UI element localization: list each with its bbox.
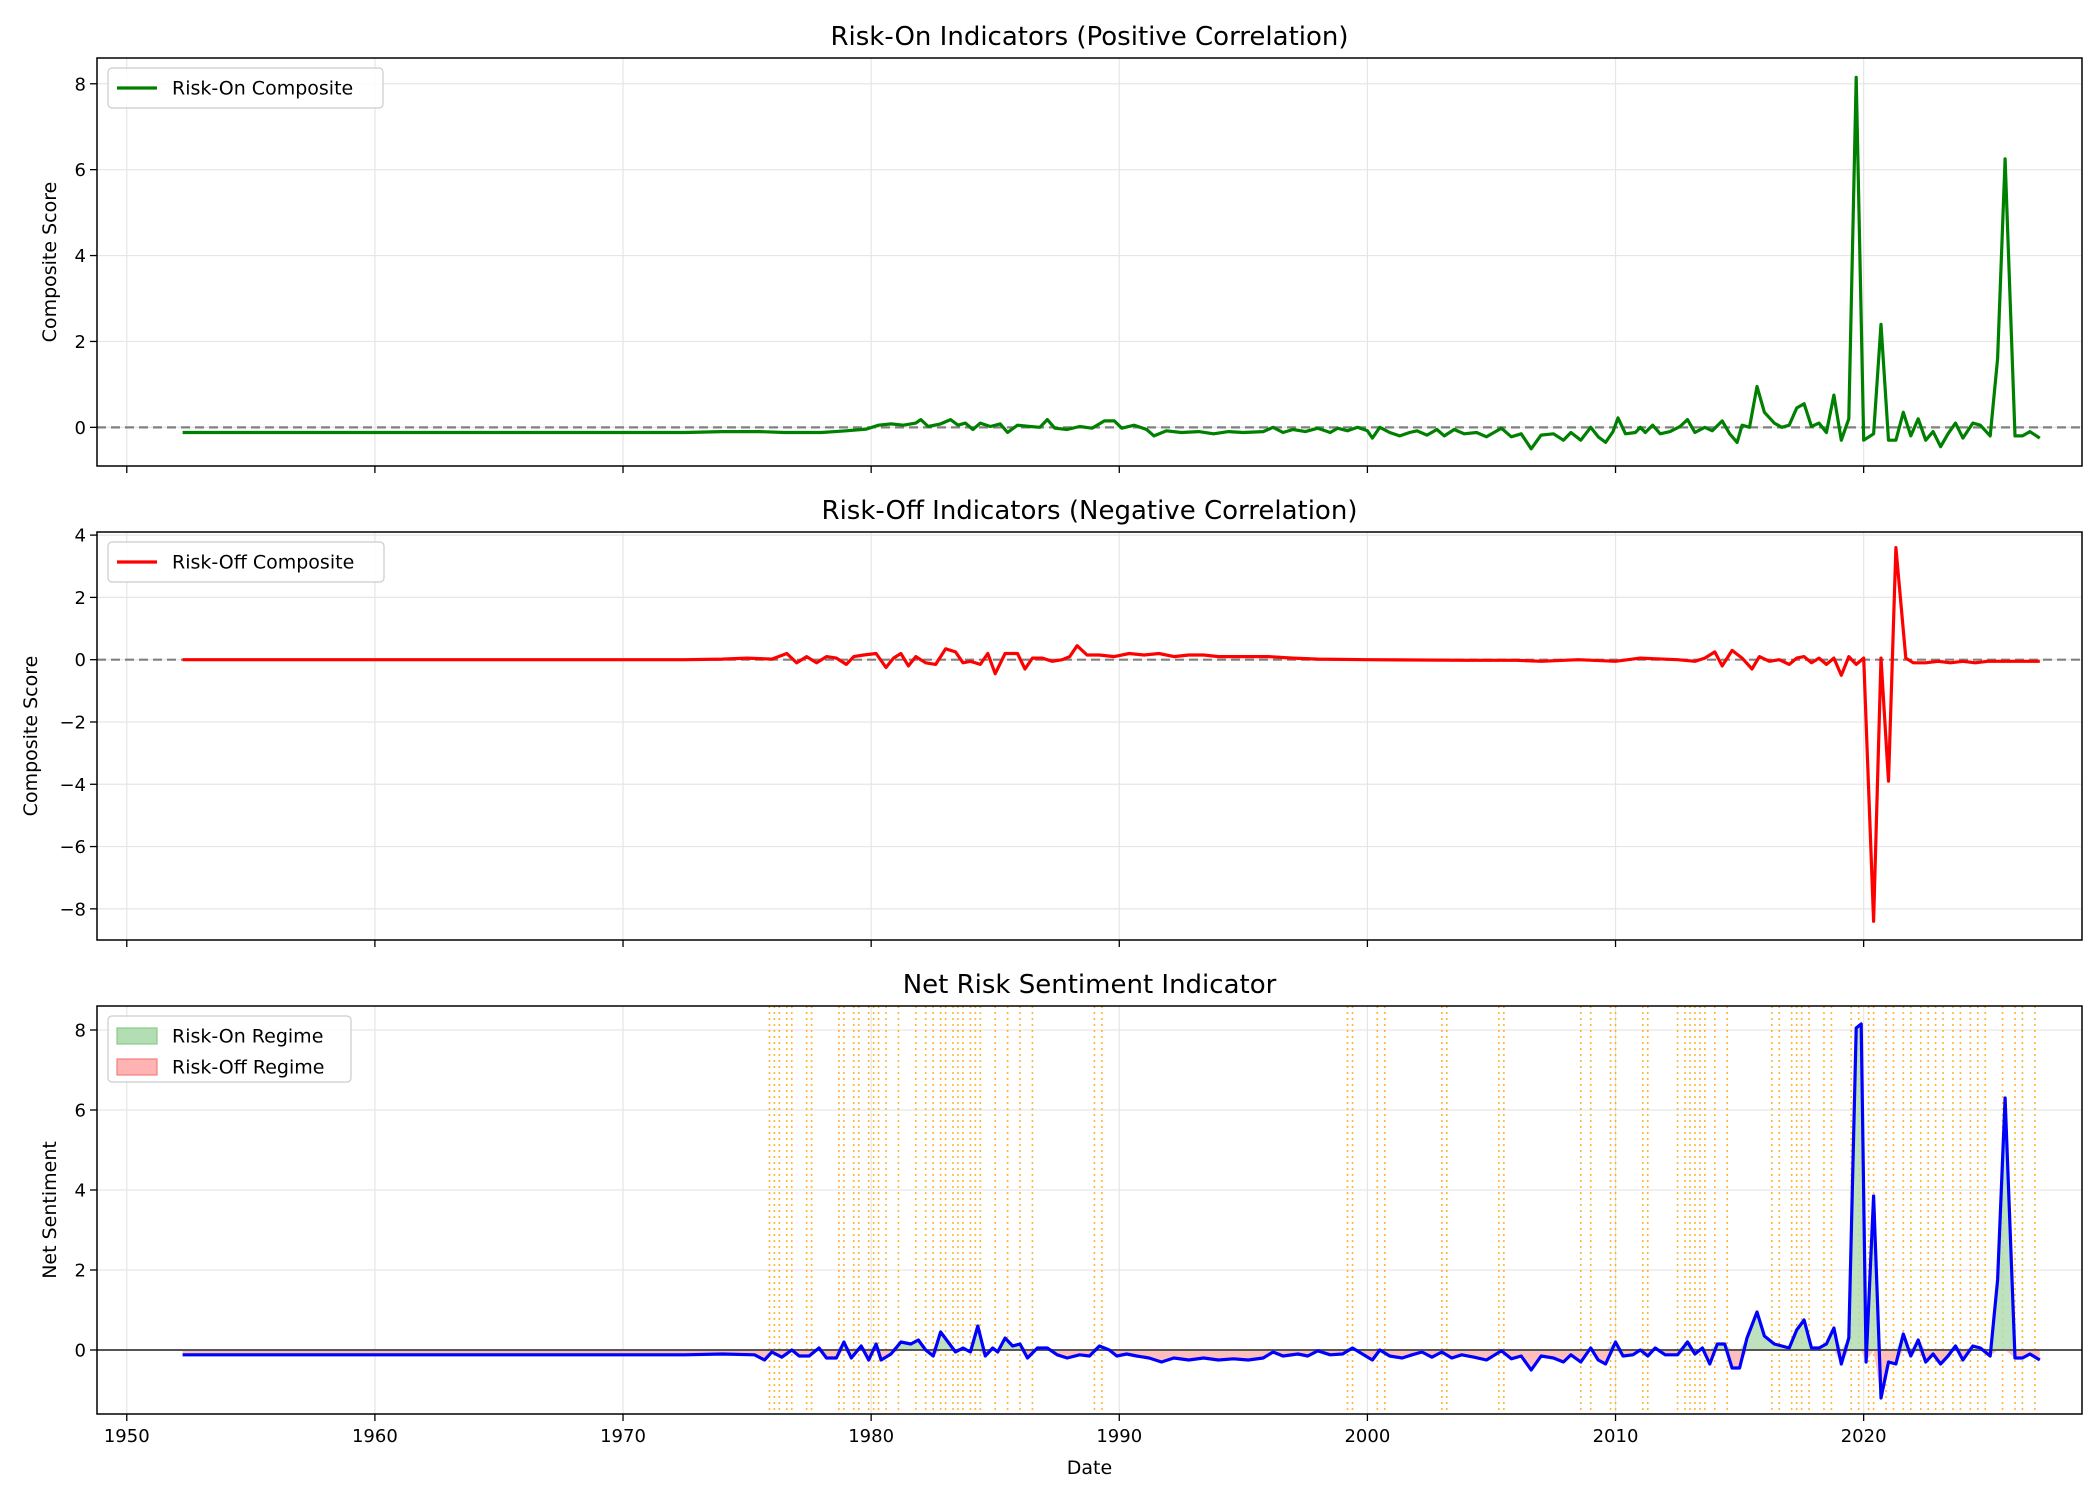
chart-panel-2: −8 −6 −4 −2 0 2 4 Risk-Off Indicators (Negative… [20,496,2083,947]
y-axis-label: Net Sentiment [39,1141,61,1279]
risk-off-regime-fill [182,1350,2040,1398]
y-axis-label: Composite Score [20,656,42,817]
x-tick-label: 1960 [352,1426,398,1447]
legend-entry-label: Risk-On Composite [172,78,353,100]
plot-area [97,75,2082,451]
y-tick-label: 6 [75,160,86,181]
x-axis-label: Date [1067,1457,1112,1479]
series-line-2 [182,546,2040,923]
legend-entry-label: Risk-Off Composite [172,552,354,574]
legend: Risk-On Composite [107,67,384,109]
plot-area [97,1006,2082,1414]
legend-entry-label: Risk-On Regime [172,1026,323,1048]
y-tick-label: −4 [59,775,86,796]
x-tick-label: 2000 [1344,1426,1390,1447]
x-tick-label: 1950 [104,1426,150,1447]
y-tick-label: 4 [75,526,86,547]
chart-title: Risk-Off Indicators (Negative Correlatio… [822,496,1358,526]
legend-box [107,541,385,583]
legend-entry-label: Risk-Off Regime [172,1057,324,1079]
y-tick-label: 8 [75,1021,86,1042]
y-tick-label: −6 [59,837,86,858]
y-tick-label: 0 [75,650,86,671]
y-tick-label: 0 [75,418,86,439]
legend-swatch [116,1058,158,1076]
y-tick-label: 6 [75,1101,86,1122]
x-tick-label: 1970 [600,1426,646,1447]
y-axis-label: Composite Score [39,182,61,343]
legend-box [107,67,384,109]
legend: Risk-On Regime Risk-Off Regime [107,1015,352,1083]
x-tick-label: 2010 [1593,1426,1639,1447]
legend-swatch [116,1027,158,1045]
y-tick-label: 0 [75,1341,86,1362]
plot-area [97,546,2082,923]
axes-frame [96,57,2083,467]
y-tick-label: −2 [59,712,86,733]
chart-title: Net Risk Sentiment Indicator [903,970,1277,1000]
x-tick-label: 1980 [848,1426,894,1447]
y-tick-label: 4 [75,246,86,267]
y-tick-label: 2 [75,1261,86,1282]
y-tick-label: −8 [59,899,86,920]
legend-box [107,1015,352,1083]
chart-panel-3: 1950 1960 1970 1980 1990 2000 2010 2020 0 2 4 6 8 Net… [39,970,2083,1479]
legend: Risk-Off Composite [107,541,385,583]
y-tick-label: 2 [75,588,86,609]
y-tick-label: 4 [75,1181,86,1202]
y-tick-label: 2 [75,332,86,353]
axes-frame [96,531,2083,941]
x-tick-label: 2020 [1841,1426,1887,1447]
axes-frame [96,1005,2083,1415]
risk-on-regime-fill [182,1024,2040,1350]
series-line-3 [182,1022,2041,1400]
x-tick-label: 1990 [1096,1426,1142,1447]
chart-title: Risk-On Indicators (Positive Correlation… [830,22,1348,52]
y-tick-label: 8 [75,74,86,95]
chart-panel-1: 0 2 4 6 8 Risk-On Indicators (Positive Correl… [39,22,2083,473]
series-line-1 [182,75,2041,451]
